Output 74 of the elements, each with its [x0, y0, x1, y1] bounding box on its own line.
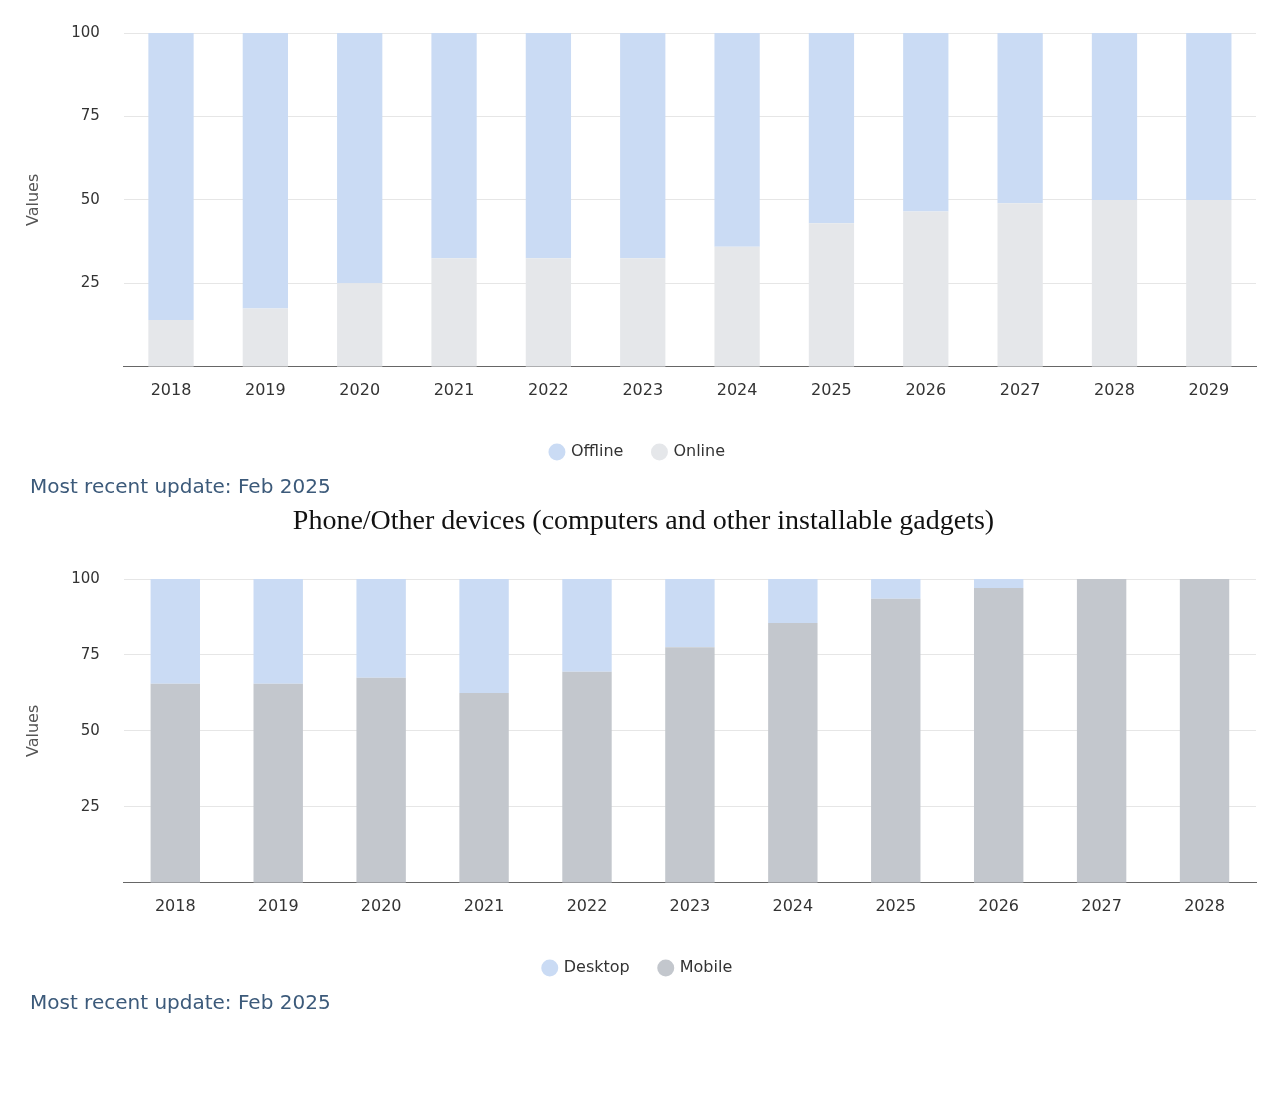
legend-label: Online [673, 441, 726, 461]
y-tick-label: 25 [80, 273, 100, 292]
bar [525, 33, 572, 259]
x-tick-label: 2027 [999, 379, 1041, 399]
bar [242, 33, 288, 309]
bar [1091, 33, 1138, 200]
legend-label: Offline [570, 441, 624, 461]
bar [148, 320, 194, 367]
bar [997, 33, 1043, 204]
bar [768, 623, 818, 883]
x-tick-label: 2022 [528, 379, 569, 399]
bar [768, 579, 818, 624]
y-tick-label: 75 [80, 106, 100, 125]
bar [356, 579, 406, 678]
x-tick-label: 2028 [1094, 379, 1135, 399]
x-tick-label: 2018 [150, 379, 192, 399]
legend-label: Mobile [679, 957, 733, 977]
bar [714, 33, 760, 247]
y-tick-label: 100 [71, 568, 100, 587]
x-tick-label: 2025 [875, 895, 917, 915]
text: Most recent update: Feb 2025 [30, 474, 332, 498]
bar [253, 579, 303, 684]
x-tick-label: 2021 [433, 379, 475, 399]
bar [1186, 33, 1232, 200]
x-tick-label: 2026 [905, 379, 947, 399]
bar [459, 579, 509, 693]
x-tick-label: 2026 [978, 895, 1020, 915]
bar [242, 308, 288, 367]
bar [903, 33, 949, 212]
x-tick-label: 2022 [566, 895, 608, 915]
bar [1076, 579, 1127, 883]
x-tick-label: 2029 [1188, 379, 1230, 399]
y-tick-label: 25 [80, 796, 100, 815]
bar [562, 671, 612, 883]
text: Most recent update: Feb 2025 [30, 990, 332, 1014]
x-tick-label: 2021 [463, 895, 505, 915]
y-tick-label: 50 [80, 189, 100, 208]
bar [150, 683, 200, 883]
x-tick-label: 2023 [669, 895, 711, 915]
y-axis-title: Values [22, 173, 42, 227]
bar [973, 588, 1024, 883]
y-tick-label: 100 [71, 22, 100, 41]
bar [620, 33, 666, 259]
bar [665, 647, 715, 883]
bar [871, 579, 921, 599]
bar [562, 579, 612, 672]
x-tick-label: 2024 [716, 379, 758, 399]
y-tick-label: 50 [80, 720, 100, 739]
chart-title: Phone/Other devices (computers and other installable gadgets) [291, 504, 996, 536]
bar [431, 33, 477, 259]
y-tick-label: 75 [80, 644, 100, 663]
bar [1179, 579, 1230, 883]
bar [337, 33, 383, 284]
x-tick-label: 2027 [1081, 895, 1122, 915]
bar [356, 677, 406, 883]
bar [253, 683, 303, 883]
x-tick-label: 2020 [360, 895, 402, 915]
bar [150, 579, 200, 684]
x-tick-label: 2024 [772, 895, 814, 915]
x-tick-label: 2023 [622, 379, 664, 399]
x-tick-label: 2028 [1184, 895, 1225, 915]
x-tick-label: 2018 [154, 895, 196, 915]
bar [973, 579, 1024, 589]
bar [665, 579, 715, 648]
bar [808, 33, 855, 224]
bar [459, 692, 509, 883]
bar [148, 33, 194, 321]
x-tick-label: 2019 [257, 895, 299, 915]
y-axis-title: Values [22, 704, 42, 758]
legend-label: Desktop [563, 957, 630, 977]
x-tick-label: 2025 [811, 379, 852, 399]
bar [871, 598, 921, 883]
x-tick-label: 2019 [244, 379, 286, 399]
x-tick-label: 2020 [339, 379, 381, 399]
